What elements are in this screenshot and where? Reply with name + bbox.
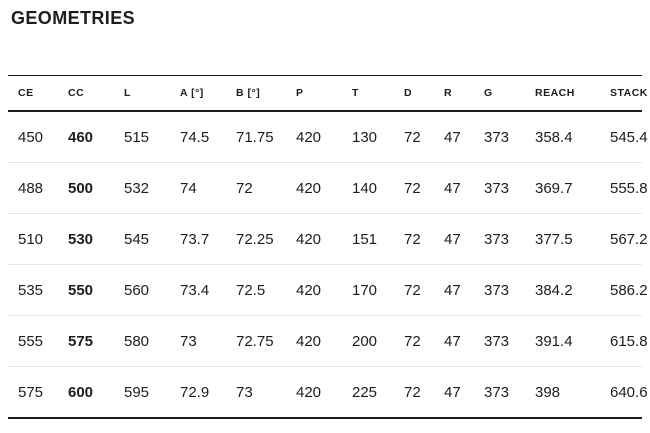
header-row: CE CC L A [°] B [°] P T D R G REACH STAC… [8, 75, 648, 111]
table-row-size-600: 575 600 595 72.9 73 420 225 72 47 373 39… [8, 367, 648, 418]
cell-ce: 535 [18, 281, 44, 299]
cell-a-deg: 73.4 [180, 281, 210, 299]
column-header-stack: STACK [610, 87, 648, 99]
cell-cc: 460 [68, 128, 94, 146]
cell-d: 72 [404, 128, 421, 146]
cell-reach: 377.5 [535, 230, 573, 248]
table-row-size-575: 555 575 580 73 72.75 420 200 72 47 373 3… [8, 316, 648, 367]
cell-t: 140 [352, 179, 378, 197]
column-header-b-deg: B [°] [236, 87, 261, 99]
cell-stack: 567.2 [610, 230, 648, 248]
cell-b-deg: 72 [236, 179, 253, 197]
cell-l: 580 [124, 332, 150, 350]
cell-t: 170 [352, 281, 378, 299]
cell-a-deg: 74.5 [180, 128, 210, 146]
cell-p: 420 [296, 281, 322, 299]
cell-r: 47 [444, 230, 461, 248]
cell-r: 47 [444, 383, 461, 401]
cell-d: 72 [404, 230, 421, 248]
column-header-a-deg: A [°] [180, 87, 204, 99]
cell-d: 72 [404, 383, 421, 401]
cell-l: 560 [124, 281, 150, 299]
table-row-size-500: 488 500 532 74 72 420 140 72 47 373 369.… [8, 163, 648, 214]
cell-stack: 555.8 [610, 179, 648, 197]
table-row-size-530: 510 530 545 73.7 72.25 420 151 72 47 373… [8, 214, 648, 265]
cell-p: 420 [296, 179, 322, 197]
column-header-r: R [444, 87, 453, 99]
column-header-ce: CE [18, 87, 34, 99]
cell-t: 225 [352, 383, 378, 401]
cell-g: 373 [484, 383, 510, 401]
cell-cc: 600 [68, 383, 94, 401]
cell-p: 420 [296, 128, 322, 146]
geometry-table: CE CC L A [°] B [°] P T D R G REACH STAC… [8, 75, 648, 419]
cell-d: 72 [404, 179, 421, 197]
cell-r: 47 [444, 179, 461, 197]
cell-p: 420 [296, 383, 322, 401]
cell-t: 200 [352, 332, 378, 350]
cell-t: 151 [352, 230, 378, 248]
column-header-reach: REACH [535, 87, 575, 99]
cell-stack: 640.6 [610, 383, 648, 401]
cell-stack: 586.2 [610, 281, 648, 299]
cell-ce: 575 [18, 383, 44, 401]
cell-reach: 391.4 [535, 332, 573, 350]
cell-g: 373 [484, 230, 510, 248]
table-body: 450 460 515 74.5 71.75 420 130 72 47 373… [8, 111, 648, 418]
cell-b-deg: 71.75 [236, 128, 274, 146]
cell-g: 373 [484, 128, 510, 146]
cell-d: 72 [404, 332, 421, 350]
cell-l: 515 [124, 128, 150, 146]
cell-stack: 615.8 [610, 332, 648, 350]
cell-a-deg: 74 [180, 179, 197, 197]
cell-reach: 358.4 [535, 128, 573, 146]
cell-ce: 510 [18, 230, 44, 248]
cell-cc: 530 [68, 230, 94, 248]
cell-ce: 488 [18, 179, 44, 197]
column-header-cc: CC [68, 87, 85, 99]
cell-reach: 384.2 [535, 281, 573, 299]
column-header-d: D [404, 87, 413, 99]
cell-l: 532 [124, 179, 150, 197]
cell-a-deg: 73 [180, 332, 197, 350]
cell-cc: 500 [68, 179, 94, 197]
cell-b-deg: 72.5 [236, 281, 266, 299]
table-row-size-460: 450 460 515 74.5 71.75 420 130 72 47 373… [8, 111, 648, 163]
cell-cc: 575 [68, 332, 94, 350]
cell-b-deg: 72.25 [236, 230, 274, 248]
column-header-g: G [484, 87, 493, 99]
cell-r: 47 [444, 281, 461, 299]
column-header-p: P [296, 87, 304, 99]
cell-r: 47 [444, 332, 461, 350]
table-header: CE CC L A [°] B [°] P T D R G REACH STAC… [8, 75, 648, 111]
cell-b-deg: 73 [236, 383, 253, 401]
cell-g: 373 [484, 179, 510, 197]
cell-cc: 550 [68, 281, 94, 299]
cell-g: 373 [484, 332, 510, 350]
cell-reach: 398 [535, 383, 561, 401]
column-header-t: T [352, 87, 359, 99]
cell-p: 420 [296, 230, 322, 248]
cell-a-deg: 73.7 [180, 230, 210, 248]
cell-l: 545 [124, 230, 150, 248]
cell-g: 373 [484, 281, 510, 299]
cell-p: 420 [296, 332, 322, 350]
cell-reach: 369.7 [535, 179, 573, 197]
cell-b-deg: 72.75 [236, 332, 274, 350]
column-header-l: L [124, 87, 131, 99]
cell-l: 595 [124, 383, 150, 401]
cell-d: 72 [404, 281, 421, 299]
table-row-size-550: 535 550 560 73.4 72.5 420 170 72 47 373 … [8, 265, 648, 316]
cell-t: 130 [352, 128, 378, 146]
cell-ce: 555 [18, 332, 44, 350]
cell-a-deg: 72.9 [180, 383, 210, 401]
cell-stack: 545.4 [610, 128, 648, 146]
cell-r: 47 [444, 128, 461, 146]
page-title: GEOMETRIES [11, 8, 136, 28]
cell-ce: 450 [18, 128, 44, 146]
